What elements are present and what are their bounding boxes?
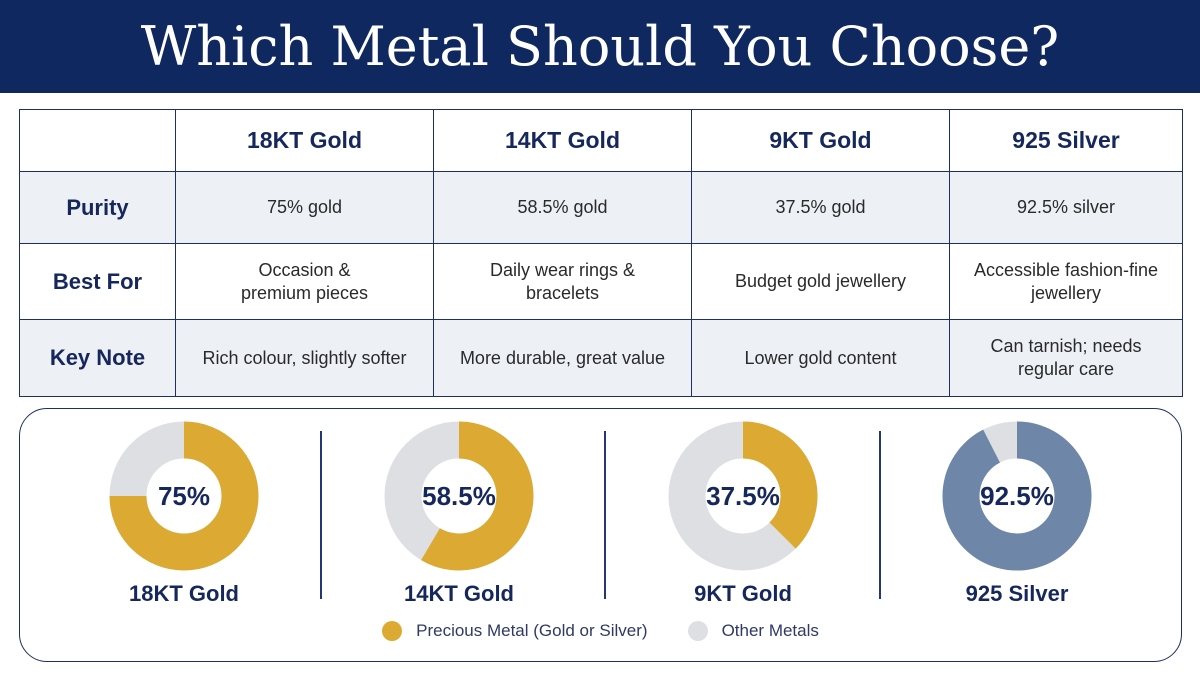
page-title: Which Metal Should You Choose? [140, 15, 1060, 78]
table-cell: 92.5% silver [949, 171, 1183, 244]
row-header: Key Note [19, 319, 176, 397]
donut-chart-18kt: 75% 18KT Gold [84, 421, 284, 617]
donut-svg [109, 421, 259, 571]
table-cell: Budget gold jewellery [691, 243, 950, 320]
legend-item-other: Other Metals [687, 621, 819, 641]
donut-precious-arc [421, 421, 534, 571]
table-row-best-for: Best For Occasion & premium pieces Daily… [19, 243, 1183, 320]
donut-metal-label: 14KT Gold [403, 581, 514, 606]
table-cell: 37.5% gold [691, 171, 950, 244]
chart-legend: Precious Metal (Gold or Silver) Other Me… [20, 621, 1181, 641]
title-banner: Which Metal Should You Choose? [0, 0, 1200, 93]
legend-swatch-precious [382, 621, 403, 641]
divider [879, 431, 881, 599]
table-cell: Rich colour, slightly softer [175, 319, 434, 397]
column-header: 925 Silver [949, 109, 1183, 172]
column-header: 9KT Gold [691, 109, 950, 172]
comparison-table: 18KT Gold 14KT Gold 9KT Gold 925 Silver … [19, 109, 1183, 397]
donut-metal-label: 18KT Gold [128, 581, 239, 606]
donut-svg [384, 421, 534, 571]
table-cell: Daily wear rings & bracelets [433, 243, 692, 320]
table-row-key-note: Key Note Rich colour, slightly softer Mo… [19, 319, 1183, 397]
corner-cell [19, 109, 176, 172]
divider [320, 431, 322, 599]
row-header: Purity [19, 171, 176, 244]
legend-label: Precious Metal (Gold or Silver) [416, 621, 648, 640]
table-cell: 75% gold [175, 171, 434, 244]
divider [604, 431, 606, 599]
donut-precious-arc [742, 421, 818, 549]
column-header: 18KT Gold [175, 109, 434, 172]
donut-svg [668, 421, 818, 571]
donut-svg [942, 421, 1092, 571]
table-cell: 58.5% gold [433, 171, 692, 244]
legend-item-precious: Precious Metal (Gold or Silver) [382, 621, 648, 641]
donut-percent-label: 92.5% [980, 480, 1054, 511]
donut-chart-925-silver: 92.5% 925 Silver [917, 421, 1117, 617]
donut-metal-label: 9KT Gold [694, 581, 792, 606]
donut-percent-label: 37.5% [706, 480, 780, 511]
table-cell: Occasion & premium pieces [175, 243, 434, 320]
row-header: Best For [19, 243, 176, 320]
donut-metal-label: 925 Silver [965, 581, 1069, 606]
table-row-purity: Purity 75% gold 58.5% gold 37.5% gold 92… [19, 171, 1183, 244]
legend-swatch-other [687, 621, 708, 641]
table-cell: Can tarnish; needs regular care [949, 319, 1183, 397]
legend-label: Other Metals [721, 621, 819, 640]
donut-percent-label: 75% [157, 480, 211, 511]
table-header-row: 18KT Gold 14KT Gold 9KT Gold 925 Silver [19, 109, 1183, 172]
donut-percent-label: 58.5% [422, 480, 496, 511]
donut-precious-arc [109, 421, 259, 571]
table-cell: Lower gold content [691, 319, 950, 397]
donut-chart-panel: 75% 18KT Gold 58.5% 14KT Gold 37.5% 9KT … [19, 408, 1182, 662]
column-header: 14KT Gold [433, 109, 692, 172]
donut-chart-14kt: 58.5% 14KT Gold [359, 421, 559, 617]
table-cell: More durable, great value [433, 319, 692, 397]
donut-precious-arc [942, 421, 1092, 571]
donut-chart-9kt: 37.5% 9KT Gold [643, 421, 843, 617]
table-cell: Accessible fashion-fine jewellery [949, 243, 1183, 320]
